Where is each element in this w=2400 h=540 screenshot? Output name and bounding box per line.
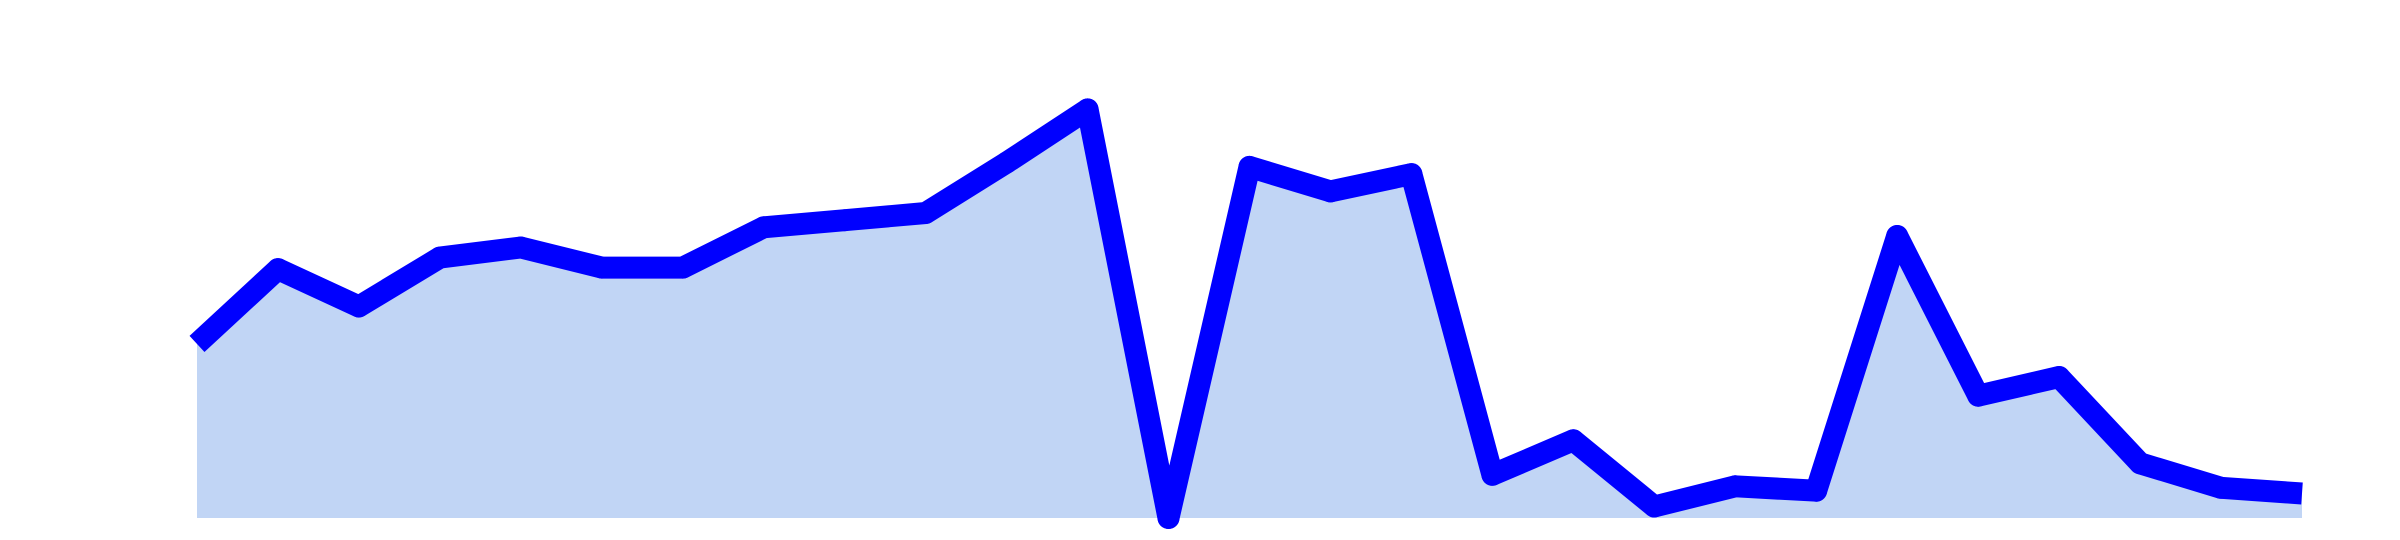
data-point — [1562, 429, 1585, 452]
data-point — [1724, 475, 1747, 498]
data-point — [1643, 495, 1666, 518]
data-point — [671, 256, 694, 279]
area-fill — [197, 109, 2302, 519]
data-point — [752, 216, 775, 239]
data-point — [590, 256, 613, 279]
data-point — [428, 246, 451, 269]
data-point — [995, 151, 1018, 174]
data-point — [914, 202, 937, 224]
data-point — [833, 209, 856, 232]
data-point — [2210, 476, 2232, 499]
data-point — [1481, 463, 1504, 486]
data-point — [1238, 155, 1261, 178]
data-point — [2129, 452, 2152, 475]
data-point — [1400, 163, 1423, 186]
data-point — [1805, 479, 1828, 502]
data-points-layer — [267, 98, 2232, 529]
data-point — [1076, 98, 1099, 121]
data-point — [1319, 180, 1342, 203]
data-point — [347, 295, 370, 318]
data-point — [509, 236, 532, 259]
data-point — [1967, 384, 1990, 407]
data-point — [2048, 366, 2071, 388]
data-point — [1886, 225, 1909, 247]
data-point — [1157, 507, 1180, 529]
data-point — [267, 258, 289, 281]
area-fill-layer — [197, 109, 2302, 519]
